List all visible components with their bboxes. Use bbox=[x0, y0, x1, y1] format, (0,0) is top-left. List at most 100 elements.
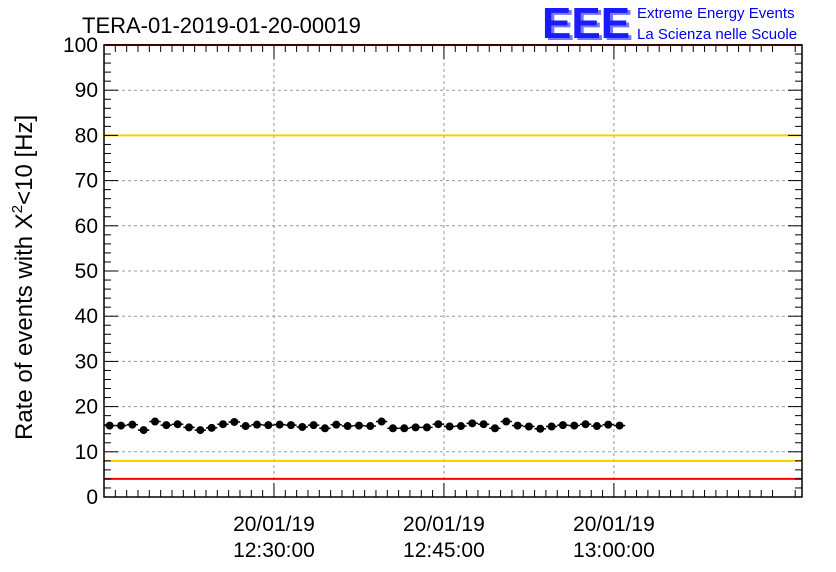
logo-letters-shadow: EEE bbox=[545, 1, 633, 50]
data-point bbox=[534, 424, 546, 433]
data-point bbox=[273, 420, 286, 429]
marker bbox=[320, 424, 329, 433]
marker bbox=[230, 417, 239, 426]
data-point bbox=[341, 422, 354, 431]
data-point bbox=[398, 424, 410, 433]
data-point bbox=[579, 420, 592, 429]
y-tick-label: 50 bbox=[75, 260, 98, 283]
x-tick-date: 20/01/19 bbox=[233, 513, 315, 536]
data-point bbox=[330, 420, 342, 429]
data-point bbox=[319, 424, 331, 433]
marker bbox=[241, 422, 250, 431]
data-point bbox=[500, 417, 512, 426]
marker bbox=[422, 423, 431, 432]
marker bbox=[536, 424, 545, 433]
marker bbox=[298, 422, 307, 431]
data-point bbox=[217, 420, 229, 429]
marker bbox=[207, 423, 216, 432]
data-point bbox=[591, 422, 603, 431]
marker bbox=[377, 417, 386, 426]
x-tick-date: 20/01/19 bbox=[573, 513, 655, 536]
marker bbox=[286, 421, 295, 430]
data-point bbox=[511, 421, 524, 430]
y-tick-label: 90 bbox=[75, 79, 98, 102]
data-point bbox=[477, 420, 490, 429]
marker bbox=[264, 421, 273, 430]
logo-letters: EEE bbox=[542, 0, 630, 48]
data-point bbox=[251, 420, 263, 429]
y-tick-label: 10 bbox=[75, 441, 98, 464]
marker bbox=[354, 421, 363, 430]
marker bbox=[388, 424, 397, 433]
y-tick-label: 0 bbox=[86, 486, 98, 509]
marker bbox=[558, 421, 567, 430]
marker bbox=[150, 417, 159, 426]
y-tick-label: 60 bbox=[75, 215, 98, 238]
data-point bbox=[375, 417, 388, 426]
marker bbox=[581, 420, 590, 429]
marker bbox=[490, 424, 499, 433]
data-point bbox=[205, 423, 218, 432]
data-point bbox=[285, 421, 297, 430]
x-tick-date: 20/01/19 bbox=[403, 513, 485, 536]
data-point bbox=[115, 421, 127, 430]
y-tick-label: 30 bbox=[75, 350, 98, 373]
data-point bbox=[149, 417, 161, 426]
marker bbox=[604, 420, 613, 429]
y-tick-labels: 0 10 20 30 40 50 60 70 80 90 100 bbox=[63, 34, 98, 509]
eee-logo: EEE EEE Extreme Energy Events La Scienza… bbox=[542, 0, 797, 50]
marker bbox=[332, 420, 341, 429]
y-axis-label: Rate of events with X2<10 [Hz] bbox=[9, 115, 38, 440]
data-point bbox=[183, 423, 195, 432]
marker bbox=[411, 423, 420, 432]
marker bbox=[400, 424, 409, 433]
marker bbox=[218, 420, 227, 429]
marker bbox=[445, 422, 454, 431]
logo-line-2: La Scienza nelle Scuole bbox=[637, 26, 797, 43]
y-tick-label: 20 bbox=[75, 396, 98, 419]
data-point bbox=[523, 422, 535, 431]
y-tick-label: 40 bbox=[75, 305, 98, 328]
marker bbox=[524, 422, 533, 431]
marker bbox=[173, 420, 182, 429]
data-point bbox=[602, 420, 614, 429]
marker bbox=[592, 422, 601, 431]
data-point bbox=[432, 420, 444, 429]
axis-ticks bbox=[104, 44, 802, 498]
marker bbox=[456, 422, 465, 431]
marker bbox=[343, 422, 352, 431]
marker bbox=[184, 423, 193, 432]
marker bbox=[252, 420, 261, 429]
data-point bbox=[239, 422, 252, 431]
marker bbox=[615, 421, 624, 430]
marker bbox=[275, 420, 284, 429]
data-point bbox=[353, 421, 365, 430]
data-point bbox=[545, 422, 558, 431]
marker bbox=[139, 426, 148, 435]
marker bbox=[547, 422, 556, 431]
plot-frame bbox=[103, 44, 803, 498]
data-point bbox=[137, 426, 150, 435]
y-tick-label: 80 bbox=[75, 124, 98, 147]
data-series bbox=[104, 417, 626, 435]
chart-title: TERA-01-2019-01-20-00019 bbox=[82, 13, 361, 38]
marker bbox=[513, 421, 522, 430]
marker bbox=[128, 420, 137, 429]
marker bbox=[366, 422, 375, 431]
marker bbox=[309, 421, 318, 430]
data-point bbox=[160, 421, 172, 430]
marker bbox=[162, 421, 171, 430]
data-point bbox=[489, 424, 501, 433]
data-point bbox=[613, 421, 626, 430]
data-point bbox=[466, 419, 478, 428]
data-point bbox=[409, 423, 422, 432]
marker bbox=[468, 419, 477, 428]
data-point bbox=[126, 420, 138, 429]
x-tick-time: 12:45:00 bbox=[403, 539, 485, 562]
marker bbox=[105, 421, 114, 430]
data-point bbox=[557, 421, 569, 430]
data-point bbox=[421, 423, 433, 432]
marker bbox=[196, 426, 205, 435]
marker bbox=[479, 420, 488, 429]
